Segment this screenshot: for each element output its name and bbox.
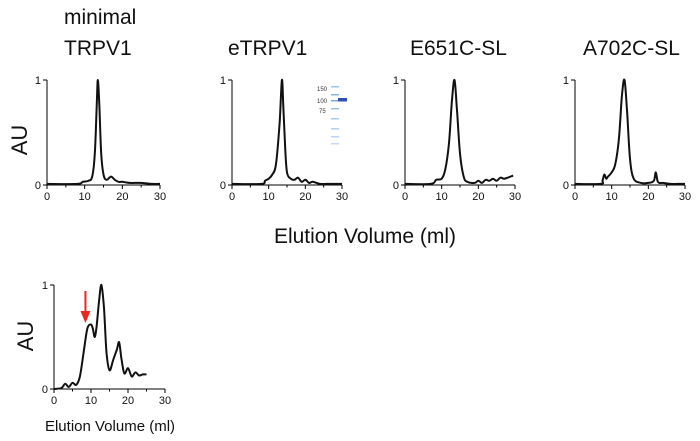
y-tick-label: 1 [563, 75, 569, 87]
x-tick-label: 30 [336, 191, 348, 203]
x-tick-label: 0 [44, 191, 50, 203]
gel-ladder-band [331, 128, 339, 130]
arrow-head [80, 311, 91, 323]
x-tick-label: 0 [402, 191, 408, 203]
gel-ladder-band [331, 118, 339, 120]
x-tick-label: 20 [472, 191, 484, 203]
shared-xlabel: Elution Volume (ml) [274, 225, 456, 248]
series-line [53, 283, 147, 390]
panel-2: 0 10 20 30 0 1 [220, 75, 348, 203]
y-tick-label: 0 [35, 180, 41, 192]
series-line [574, 78, 685, 186]
x-tick-label: 20 [642, 191, 654, 203]
y-tick-label: 1 [220, 75, 226, 87]
x-tick-label: 10 [85, 395, 97, 407]
y-tick-label: 1 [393, 75, 399, 87]
y-tick-label: 0 [220, 180, 226, 192]
panel-1-title-line-1: minimal [64, 6, 136, 29]
panel-4-title: A702C-SL [583, 37, 680, 60]
y-tick-label: 0 [563, 180, 569, 192]
gel-ladder-band [331, 94, 339, 96]
gel-ladder-label: 150 [317, 87, 328, 93]
x-tick-label: 30 [679, 191, 691, 203]
x-tick-label: 10 [606, 191, 618, 203]
panel-3: 0 10 20 30 0 1 [393, 75, 521, 203]
panel-1-ylabel: AU [7, 125, 32, 156]
x-tick-label: 20 [116, 191, 128, 203]
x-tick-label: 0 [572, 191, 578, 203]
y-tick-label: 1 [42, 280, 48, 292]
gel-ladder-label: 100 [317, 99, 328, 105]
red-arrow-annotation [80, 291, 91, 323]
y-tick-label: 0 [42, 384, 48, 396]
x-tick-label: 0 [51, 395, 57, 407]
panel-2-title: eTRPV1 [228, 37, 307, 60]
x-tick-label: 20 [299, 191, 311, 203]
gel-ladder-label: 75 [319, 109, 326, 115]
y-tick-label: 0 [393, 180, 399, 192]
x-tick-label: 30 [159, 395, 171, 407]
gel-ladder-band [331, 143, 339, 145]
series-line [46, 79, 161, 186]
series-line [404, 78, 514, 186]
panel-5-ylabel: AU [13, 321, 38, 352]
x-tick-label: 10 [263, 191, 275, 203]
panel-1-title-line-2: TRPV1 [64, 37, 132, 60]
panel-5-xlabel: Elution Volume (ml) [45, 418, 175, 435]
panel-4: 0 10 20 30 0 1 [563, 75, 691, 203]
gel-inset-background [317, 80, 357, 150]
gel-ladder-band [331, 136, 339, 138]
x-tick-label: 30 [509, 191, 521, 203]
x-tick-label: 10 [436, 191, 448, 203]
x-tick-label: 20 [122, 395, 134, 407]
x-tick-label: 10 [79, 191, 91, 203]
gel-sample-band [338, 98, 347, 102]
x-tick-label: 30 [154, 191, 166, 203]
series-line [231, 78, 342, 186]
x-tick-label: 0 [229, 191, 235, 203]
panel-1: 0 10 20 30 0 1 [35, 75, 166, 203]
gel-inset: 150 100 75 [317, 80, 357, 150]
gel-ladder-band [331, 86, 339, 88]
y-tick-label: 1 [35, 75, 41, 87]
gel-ladder-band [331, 100, 339, 102]
gel-ladder-band [331, 108, 339, 110]
panel-3-title: E651C-SL [410, 37, 507, 60]
panel-5: 0 10 20 30 0 1 [42, 280, 171, 407]
